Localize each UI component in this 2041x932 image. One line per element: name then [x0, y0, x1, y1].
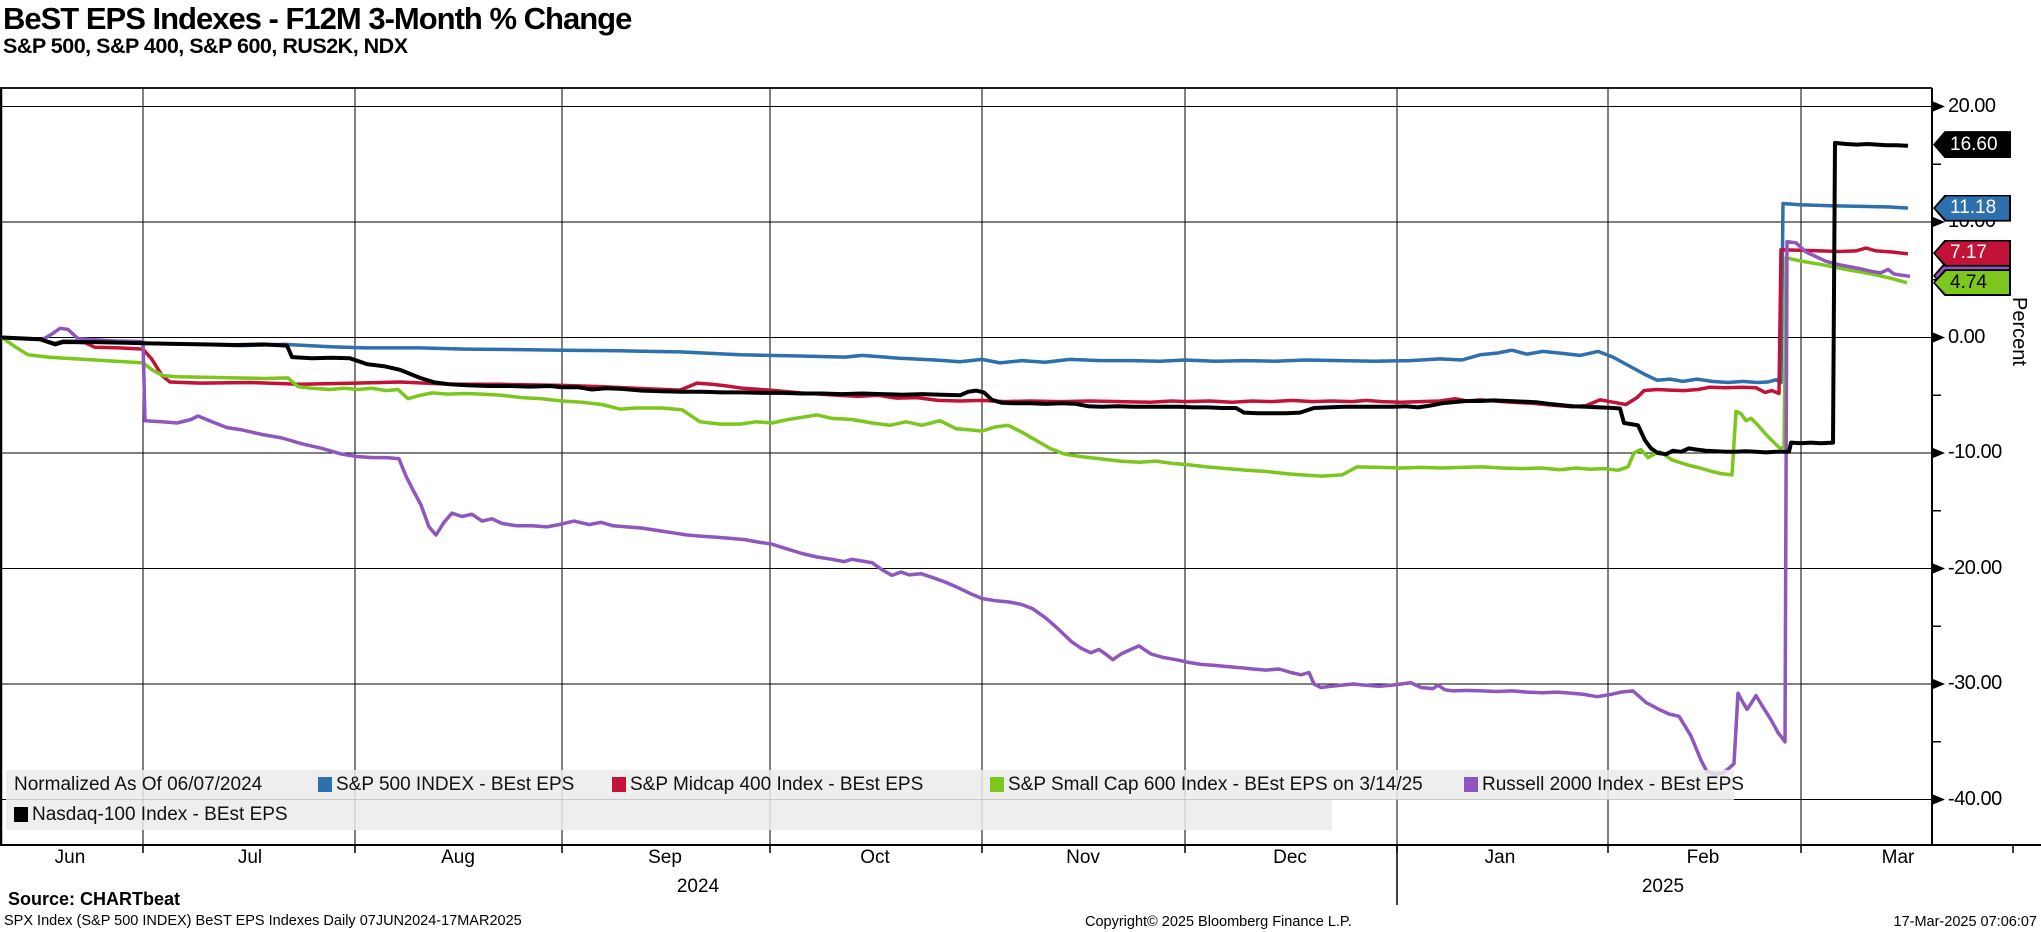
- series-line-s-p-500-index-best-eps: [1, 201, 1909, 385]
- x-month-label: Aug: [441, 847, 475, 868]
- y-axis-title: Percent: [2008, 297, 2030, 366]
- legend-swatch: [990, 777, 1004, 792]
- series-line-nasdaq-100-index-best-eps: [1, 140, 1909, 457]
- y-tick-label: 20.00: [1948, 94, 1996, 117]
- y-tick-label: -40.00: [1948, 787, 2002, 810]
- price-badge-nasdaq-value: 16.60: [1935, 132, 2010, 157]
- x-month-label: Jul: [237, 847, 263, 868]
- footer-timestamp: 17-Mar-2025 07:06:07: [1893, 914, 2038, 930]
- series-line-s-p-midcap-400-index-best-eps: [1, 246, 1909, 409]
- x-month-label: Jan: [1484, 847, 1516, 868]
- series-line-russell-2000-index-best-eps: [1, 239, 1911, 776]
- x-month-label: Dec: [1273, 847, 1307, 868]
- legend-label: Nasdaq-100 Index - BEst EPS: [32, 804, 288, 825]
- series-line-s-p-small-cap-600-index-best-eps-on-3-14-25: [0, 256, 1908, 478]
- x-month-label: Feb: [1686, 847, 1720, 868]
- y-tick-arrow: [1933, 448, 1945, 458]
- y-tick-arrow: [1933, 332, 1945, 343]
- price-badge-nasdaq: 16.60: [1933, 131, 2011, 159]
- legend-swatch: [318, 777, 332, 792]
- price-badge-sp500-value: 11.18: [1935, 196, 2010, 220]
- y-tick-arrow: [1933, 563, 1945, 574]
- y-tick-label: -20.00: [1948, 556, 2002, 579]
- legend-label: S&P Small Cap 600 Index - BEst EPS on 3/…: [1008, 774, 1423, 795]
- y-tick-arrow: [1933, 679, 1945, 689]
- legend-background-row1: [6, 770, 1734, 800]
- price-badge-smallcap600: 4.74: [1933, 269, 2011, 297]
- legend-swatch: [1464, 777, 1478, 792]
- x-month-label: Oct: [860, 847, 890, 868]
- y-tick-arrow: [1933, 794, 1945, 805]
- x-month-label: Jun: [54, 847, 86, 868]
- price-badge-midcap400-value: 7.17: [1935, 241, 2010, 265]
- footer-source: Source: CHARTbeat: [8, 889, 181, 909]
- page-title: BeST EPS Indexes - F12M 3-Month % Change: [3, 1, 632, 36]
- y-tick-arrow: [1933, 217, 1945, 227]
- x-month-label: Sep: [648, 847, 682, 868]
- legend-swatch: [612, 777, 626, 792]
- x-month-label: Mar: [1881, 847, 1915, 868]
- page-subtitle: S&P 500, S&P 400, S&P 600, RUS2K, NDX: [3, 34, 408, 58]
- legend-label: Normalized As Of 06/07/2024: [14, 774, 263, 795]
- legend-background-row2: [6, 800, 1332, 830]
- legend-swatch: [14, 807, 28, 822]
- y-tick-label: -10.00: [1948, 441, 2002, 463]
- legend-label: S&P 500 INDEX - BEst EPS: [336, 774, 575, 795]
- y-tick-label: -30.00: [1948, 672, 2002, 694]
- price-badge-sp500: 11.18: [1933, 194, 2011, 222]
- legend-label: S&P Midcap 400 Index - BEst EPS: [630, 774, 924, 795]
- legend-label: Russell 2000 Index - BEst EPS: [1482, 774, 1744, 795]
- footer-meta: SPX Index (S&P 500 INDEX) BeST EPS Index…: [4, 913, 522, 929]
- x-month-label: Nov: [1066, 847, 1100, 868]
- price-badge-smallcap600-value: 4.74: [1935, 271, 2010, 295]
- y-tick-label: 0.00: [1948, 325, 1985, 348]
- x-year-label: 2025: [1641, 876, 1685, 897]
- price-badge-midcap400: 7.17: [1933, 239, 2011, 267]
- footer-copyright: Copyright© 2025 Bloomberg Finance L.P.: [1085, 914, 1352, 930]
- y-tick-arrow: [1933, 101, 1945, 112]
- x-year-label: 2024: [676, 876, 720, 897]
